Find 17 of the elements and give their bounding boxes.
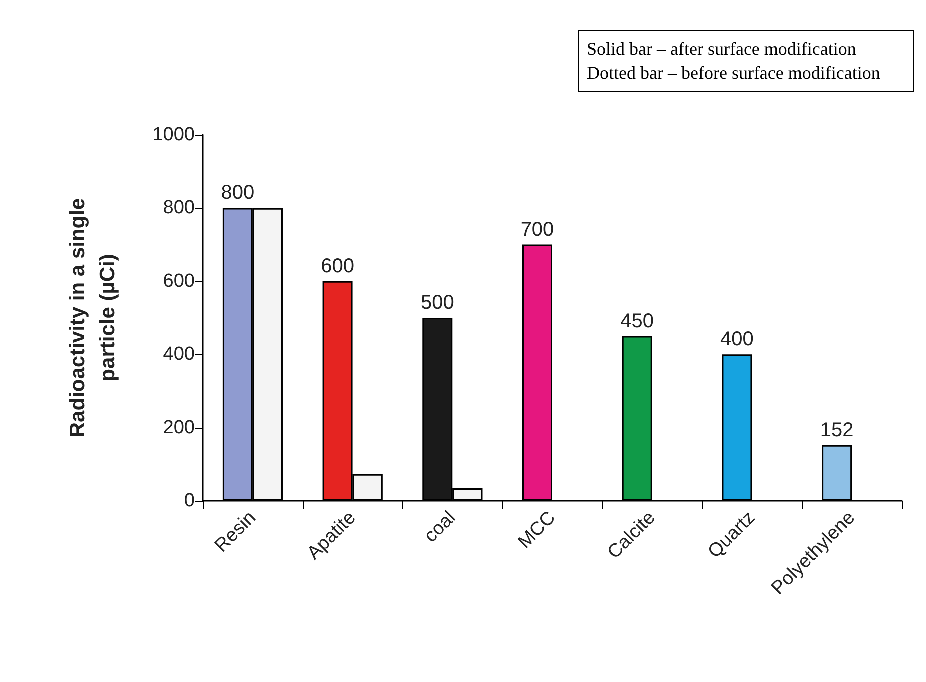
- y-tick-label: 400: [163, 344, 195, 366]
- text: Solid bar – after surface modification: [587, 38, 858, 61]
- text: Dotted bar – before surface modification: [587, 62, 882, 85]
- y-tick-label: 0: [184, 490, 195, 512]
- data-label: 600: [321, 255, 354, 278]
- data-label: 500: [420, 292, 454, 314]
- data-label: 450: [620, 310, 654, 332]
- y-tick-label: 600: [163, 270, 195, 292]
- data-label: 800: [221, 182, 255, 204]
- y-tick-label: 1000: [152, 124, 195, 146]
- data-label: 400: [720, 328, 754, 351]
- data-label: 152: [820, 419, 854, 442]
- y-axis-title: Radioactivity in a single particle (µCi): [66, 198, 120, 438]
- y-tick-label: 200: [163, 417, 195, 438]
- y-tick-label: 800: [163, 198, 195, 219]
- data-label: 700: [520, 218, 554, 241]
- x-tick-label: coal: [420, 508, 460, 548]
